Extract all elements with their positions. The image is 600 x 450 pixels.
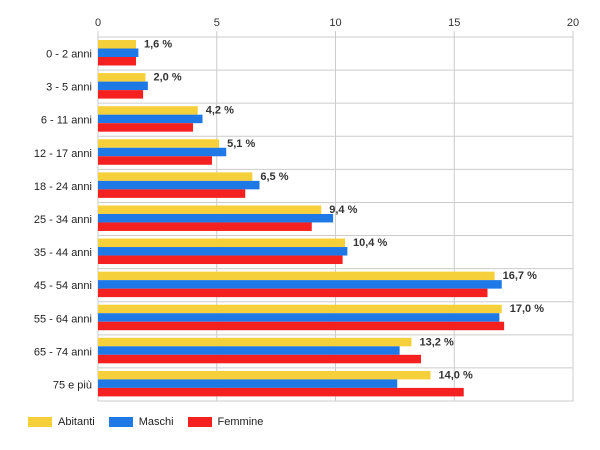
bar-abitanti-4 — [98, 172, 253, 181]
bar-abitanti-6 — [98, 238, 345, 248]
bar-abitanti-10 — [98, 370, 431, 380]
data-label-1: 2,0 % — [154, 72, 182, 84]
bar-maschi-10 — [98, 379, 398, 388]
legend-label-femmine: Femmine — [217, 416, 264, 428]
category-label-7: 45 - 54 anni — [34, 280, 92, 292]
data-label-2: 4,2 % — [206, 105, 234, 117]
bar-abitanti-2 — [98, 106, 198, 115]
legend-swatch-abitanti — [28, 417, 52, 427]
data-label-6: 10,4 % — [353, 237, 387, 249]
category-label-1: 3 - 5 anni — [46, 82, 92, 94]
legend-item-femmine: Femmine — [187, 416, 264, 428]
data-label-0: 1,6 % — [144, 39, 172, 51]
data-label-10: 14,0 % — [439, 369, 473, 381]
x-tick-label-0: 0 — [95, 17, 101, 29]
x-tick-label-1: 5 — [214, 17, 220, 29]
category-label-8: 55 - 64 anni — [34, 313, 92, 325]
x-tick-label-4: 20 — [567, 17, 579, 29]
bar-maschi-6 — [98, 247, 348, 256]
bar-abitanti-8 — [98, 304, 502, 314]
data-label-7: 16,7 % — [503, 270, 537, 282]
bar-maschi-1 — [98, 81, 148, 91]
bar-maschi-5 — [98, 213, 334, 223]
legend-swatch-maschi — [108, 417, 133, 427]
bar-maschi-4 — [98, 180, 260, 190]
bar-femmine-7 — [98, 288, 488, 298]
data-label-8: 17,0 % — [510, 303, 544, 315]
bar-maschi-8 — [98, 313, 500, 322]
bar-abitanti-5 — [98, 205, 322, 214]
bar-femmine-2 — [98, 123, 193, 132]
x-tick-label-3: 15 — [448, 17, 460, 29]
category-label-10: 75 e più — [53, 379, 92, 391]
bar-abitanti-3 — [98, 139, 220, 148]
category-label-3: 12 - 17 anni — [34, 148, 92, 160]
bar-femmine-3 — [98, 156, 212, 165]
legend-label-abitanti: Abitanti — [58, 416, 95, 428]
bar-femmine-10 — [98, 387, 464, 397]
legend-swatch-femmine — [187, 417, 212, 427]
bar-maschi-3 — [98, 147, 227, 157]
x-tick-label-2: 10 — [329, 17, 341, 29]
bar-maschi-0 — [98, 48, 139, 57]
bar-abitanti-7 — [98, 271, 495, 281]
bar-femmine-5 — [98, 222, 312, 231]
data-label-9: 13,2 % — [420, 336, 454, 348]
bar-abitanti-9 — [98, 337, 412, 347]
legend-label-maschi: Maschi — [138, 416, 174, 428]
legend-item-maschi: Maschi — [108, 416, 174, 428]
category-label-6: 35 - 44 anni — [34, 247, 92, 259]
bar-maschi-7 — [98, 280, 502, 289]
category-label-4: 18 - 24 anni — [34, 181, 92, 193]
category-label-9: 65 - 74 anni — [34, 346, 92, 358]
category-label-2: 6 - 11 anni — [41, 115, 92, 127]
bar-femmine-8 — [98, 321, 505, 331]
bar-abitanti-0 — [98, 40, 136, 49]
bar-femmine-4 — [98, 189, 246, 198]
category-label-0: 0 - 2 anni — [46, 49, 92, 61]
bar-maschi-2 — [98, 114, 203, 124]
data-label-5: 9,4 % — [329, 204, 357, 216]
category-label-5: 25 - 34 anni — [34, 214, 92, 226]
bar-abitanti-1 — [98, 73, 146, 82]
bar-maschi-9 — [98, 346, 400, 355]
bar-femmine-6 — [98, 255, 343, 265]
data-label-4: 6,5 % — [260, 171, 288, 183]
bar-femmine-0 — [98, 57, 136, 66]
bar-femmine-9 — [98, 354, 421, 364]
legend-item-abitanti: Abitanti — [28, 416, 95, 428]
data-label-3: 5,1 % — [227, 138, 255, 150]
chart-legend: Abitanti Maschi Femmine — [28, 416, 277, 428]
bar-femmine-1 — [98, 90, 144, 99]
